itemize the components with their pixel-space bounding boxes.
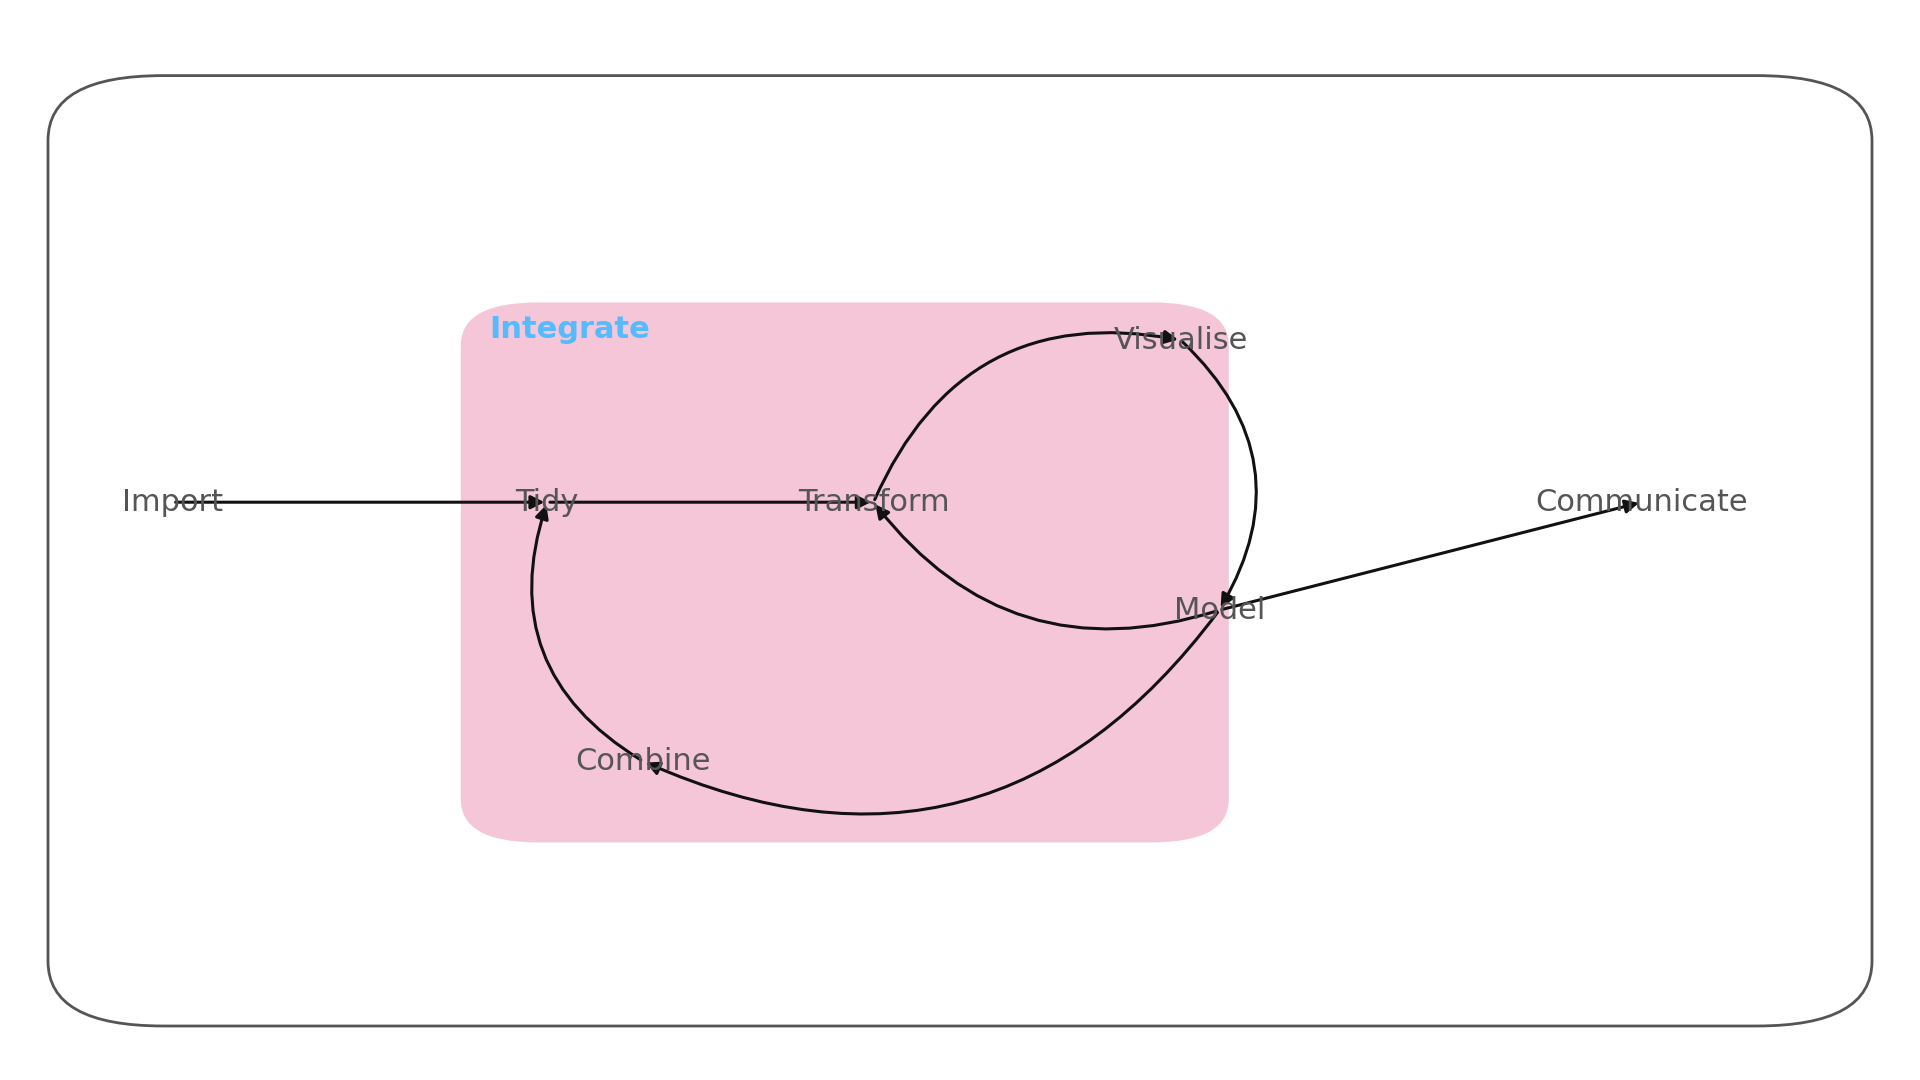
Text: Combine: Combine — [576, 747, 710, 775]
Text: Transform: Transform — [799, 488, 948, 516]
Text: Import: Import — [123, 488, 223, 516]
Text: Communicate: Communicate — [1536, 488, 1747, 516]
Text: Tidy: Tidy — [515, 488, 580, 516]
Text: Integrate: Integrate — [490, 315, 651, 343]
Text: Visualise: Visualise — [1114, 326, 1248, 354]
FancyBboxPatch shape — [461, 302, 1229, 842]
Text: Model: Model — [1173, 596, 1265, 624]
FancyBboxPatch shape — [48, 76, 1872, 1026]
